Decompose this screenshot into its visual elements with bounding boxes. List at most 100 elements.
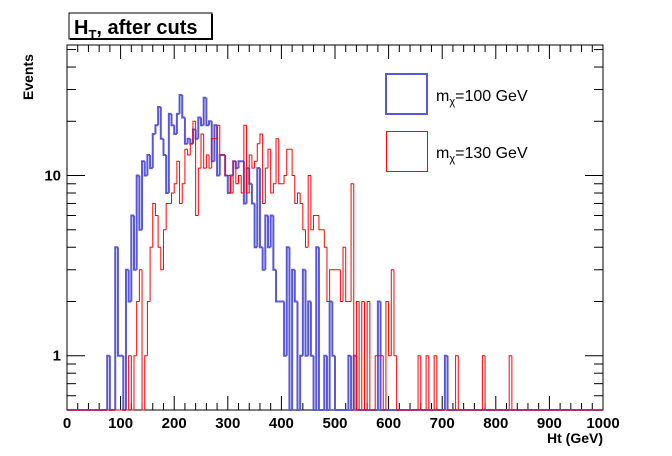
histogram-bin <box>388 301 392 357</box>
histogram-bin <box>251 154 255 169</box>
histogram-bin <box>146 300 151 356</box>
histogram-bin <box>141 269 145 411</box>
histogram-bin <box>294 175 298 204</box>
histogram-bin <box>149 246 153 302</box>
histogram-bin <box>232 160 236 193</box>
histogram-bin <box>382 355 386 411</box>
y-tick-labels: 1 10 <box>44 168 61 365</box>
histogram-bin <box>393 269 397 357</box>
histogram-bin <box>433 355 437 410</box>
histogram-bin <box>195 121 199 217</box>
x-tick-label: 200 <box>162 415 187 432</box>
x-tick-label: 0 <box>63 415 71 432</box>
histogram-bin <box>250 183 255 205</box>
histogram-bin <box>208 154 212 169</box>
histogram-bin <box>262 133 266 204</box>
histogram-bin <box>165 154 169 194</box>
histogram-bin <box>347 354 352 410</box>
histogram-bin <box>425 355 429 410</box>
histogram-bin <box>317 247 322 411</box>
histogram-bin <box>457 355 461 411</box>
histogram-bin <box>157 106 161 126</box>
histogram-bin <box>154 203 159 217</box>
histogram-bin <box>248 154 252 193</box>
x-tick-labels: 0 100 200 300 400 500 600 700 800 900 1000 <box>63 415 620 432</box>
histogram-bin <box>202 96 207 126</box>
histogram-bin <box>179 161 183 204</box>
histogram-bin <box>114 246 118 410</box>
histogram-bin <box>417 355 421 410</box>
histogram-bin <box>270 149 274 194</box>
histogram-bin <box>171 192 175 204</box>
histogram-bin <box>310 175 314 231</box>
histogram-bin <box>313 215 317 230</box>
histogram-bin <box>106 354 110 410</box>
histogram-bin <box>361 300 365 410</box>
y-axis-title: Events <box>20 54 36 100</box>
histogram-bin <box>162 229 167 270</box>
histogram-bin <box>305 229 309 248</box>
histogram-bin <box>184 148 188 184</box>
histogram-bin <box>272 183 277 193</box>
histogram-bin <box>385 300 389 410</box>
x-tick-label: 500 <box>322 415 347 432</box>
histogram-bin <box>183 117 188 145</box>
histogram-bin <box>366 300 370 410</box>
histogram-bin <box>128 355 132 410</box>
histogram-bin <box>154 124 159 134</box>
histogram-bin <box>259 133 263 144</box>
histogram-bin <box>116 247 121 357</box>
histogram-bin <box>286 148 290 176</box>
histogram-bin <box>267 148 271 169</box>
histogram-bin <box>143 161 148 177</box>
histogram-bin <box>323 354 327 410</box>
histograms <box>67 93 603 411</box>
histogram-bin <box>211 138 215 169</box>
histogram-bin <box>481 355 486 410</box>
histogram-bin <box>243 124 247 193</box>
histogram-bin <box>226 175 231 194</box>
histogram-bin <box>511 355 515 411</box>
histogram-bin <box>216 124 220 139</box>
histogram-bin <box>144 355 148 410</box>
histogram-bin <box>173 183 177 193</box>
histogram-bin <box>205 154 210 169</box>
legend-label: mχ=100 GeV <box>436 88 528 108</box>
histogram-bin <box>176 160 180 184</box>
legend-swatch-red <box>386 131 428 172</box>
histogram-bin <box>219 125 223 156</box>
x-tick-label: 800 <box>483 415 508 432</box>
histogram-bin <box>160 247 164 271</box>
histogram-bin <box>208 120 212 126</box>
histogram-bin <box>254 160 258 169</box>
histogram-bin <box>309 301 314 357</box>
histogram-bin <box>334 355 338 411</box>
histogram-bin <box>331 301 335 357</box>
histogram-bin <box>165 202 169 230</box>
x-tick-label: 300 <box>215 415 240 432</box>
histogram-bin <box>264 214 268 270</box>
histogram-bin <box>269 214 274 248</box>
histogram-bin <box>216 125 220 177</box>
x-tick-label: 400 <box>269 415 294 432</box>
histogram-bin <box>302 203 306 231</box>
histogram-bin <box>299 192 303 204</box>
x-tick-label: 700 <box>430 415 455 432</box>
legend-entry-100: mχ=100 GeV <box>385 73 528 115</box>
histogram-bin <box>323 229 327 248</box>
histogram-bin <box>157 215 161 248</box>
histogram-bin <box>138 269 143 302</box>
plot-frame <box>66 44 604 411</box>
histogram-bin <box>345 247 349 302</box>
y-tick-label: 1 <box>53 348 61 365</box>
histogram-bin <box>342 246 346 302</box>
histogram-bin <box>186 137 191 144</box>
histogram-bin <box>350 183 354 302</box>
histogram-bin <box>133 355 137 410</box>
histogram-bin <box>291 149 295 177</box>
histogram-bin <box>283 175 287 184</box>
histogram-bin <box>256 143 260 162</box>
histogram-bin <box>379 301 384 411</box>
histogram-bin <box>339 269 344 302</box>
